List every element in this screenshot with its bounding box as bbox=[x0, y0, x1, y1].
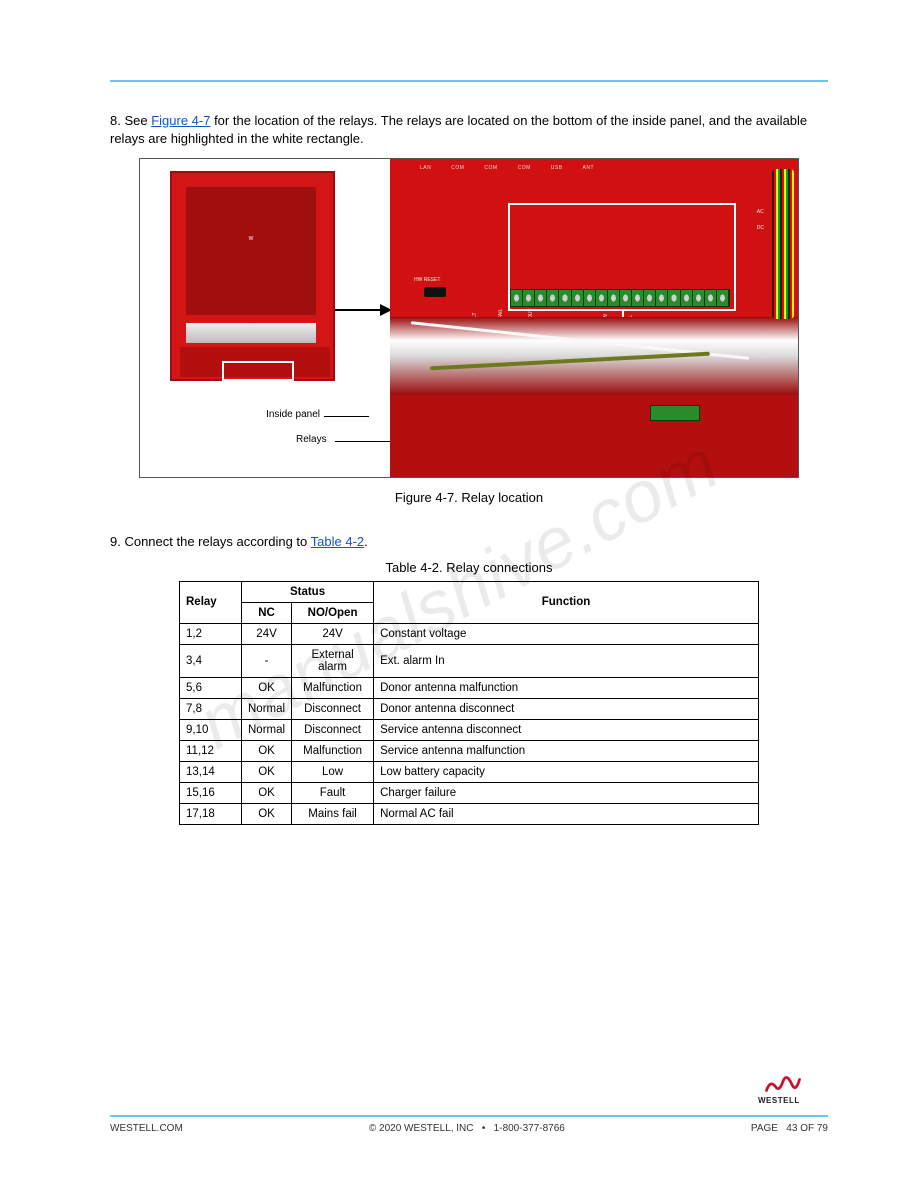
westell-logo: WESTELL bbox=[758, 1074, 828, 1114]
table-row: 11,12OKMalfunctionService antenna malfun… bbox=[180, 740, 759, 761]
table-row: 5,6OKMalfunctionDonor antenna malfunctio… bbox=[180, 677, 759, 698]
cell-relay: 3,4 bbox=[180, 644, 242, 677]
cell-relay: 1,2 bbox=[180, 623, 242, 644]
figure-caption: Figure 4-7. Relay location bbox=[110, 490, 828, 505]
table-row: 9,10NormalDisconnectService antenna disc… bbox=[180, 719, 759, 740]
footer-page-label: PAGE bbox=[751, 1123, 778, 1134]
para-post: . bbox=[364, 534, 368, 549]
page-footer: WESTELL.COM © 2020 WESTELL, INC • 1-800-… bbox=[0, 1115, 918, 1134]
relay-highlight-box bbox=[508, 203, 736, 311]
port-label: USB bbox=[551, 165, 563, 171]
zoom-arrow-icon bbox=[335, 309, 390, 311]
table-row: 3,4-External alarmExt. alarm In bbox=[180, 644, 759, 677]
cell-status-no: Low bbox=[292, 761, 374, 782]
cell-function: Donor antenna disconnect bbox=[374, 698, 759, 719]
th-function: Function bbox=[374, 581, 759, 623]
cell-status-nc: OK bbox=[242, 761, 292, 782]
cell-status-nc: - bbox=[242, 644, 292, 677]
step-paragraph: 9. Connect the relays according to Table… bbox=[110, 533, 828, 551]
footer-rule bbox=[110, 1115, 828, 1117]
cell-relay: 17,18 bbox=[180, 803, 242, 824]
cell-function: Donor antenna malfunction bbox=[374, 677, 759, 698]
annotation-inside-panel: Inside panel bbox=[180, 409, 320, 420]
small-highlight-box bbox=[222, 361, 294, 381]
cell-status-no: 24V bbox=[292, 623, 374, 644]
cell-status-no: External alarm bbox=[292, 644, 374, 677]
cell-status-nc: 24V bbox=[242, 623, 292, 644]
port-label: COM bbox=[518, 165, 531, 171]
intro-pre: 8. See bbox=[110, 113, 151, 128]
logo-text: WESTELL bbox=[758, 1096, 828, 1105]
table-reference-link[interactable]: Table 4-2 bbox=[311, 534, 364, 549]
cell-status-no: Disconnect bbox=[292, 719, 374, 740]
cell-function: Service antenna malfunction bbox=[374, 740, 759, 761]
table-row: 17,18OKMains failNormal AC fail bbox=[180, 803, 759, 824]
cell-function: Low battery capacity bbox=[374, 761, 759, 782]
cell-relay: 11,12 bbox=[180, 740, 242, 761]
figure-relay-location: W LAN COM COM COM USB ANT HW RESET ANT F… bbox=[139, 158, 799, 478]
device-panel-zoom: LAN COM COM COM USB ANT HW RESET ANT FAI… bbox=[390, 159, 799, 478]
relay-connections-table: Relay Status Function NC NO/Open 1,224V2… bbox=[179, 581, 759, 825]
figure-reference-link[interactable]: Figure 4-7 bbox=[151, 113, 210, 128]
table-row: 13,14OKLowLow battery capacity bbox=[180, 761, 759, 782]
footer-phone: 1-800-377-8766 bbox=[494, 1123, 565, 1134]
table-row: 1,224V24VConstant voltage bbox=[180, 623, 759, 644]
cell-status-no: Fault bbox=[292, 782, 374, 803]
cell-status-nc: OK bbox=[242, 740, 292, 761]
port-label: COM bbox=[451, 165, 464, 171]
table-row: 7,8NormalDisconnectDonor antenna disconn… bbox=[180, 698, 759, 719]
th-status-group: Status bbox=[242, 581, 374, 602]
th-status-nc: NC bbox=[242, 602, 292, 623]
th-status-no: NO/Open bbox=[292, 602, 374, 623]
wire-bundle bbox=[772, 169, 794, 319]
port-label: COM bbox=[484, 165, 497, 171]
cell-function: Constant voltage bbox=[374, 623, 759, 644]
device-closeup-small: W bbox=[170, 171, 335, 381]
cell-status-no: Malfunction bbox=[292, 677, 374, 698]
cell-status-no: Disconnect bbox=[292, 698, 374, 719]
reset-button-graphic bbox=[424, 287, 446, 297]
cell-status-no: Mains fail bbox=[292, 803, 374, 824]
cell-status-nc: OK bbox=[242, 803, 292, 824]
cell-function: Ext. alarm In bbox=[374, 644, 759, 677]
intro-post: for the location of the relays. The rela… bbox=[110, 113, 807, 146]
annotation-leader-2 bbox=[335, 441, 390, 442]
logo-mark-icon bbox=[764, 1074, 802, 1096]
cell-status-no: Malfunction bbox=[292, 740, 374, 761]
annotation-relays: Relays bbox=[296, 434, 327, 445]
cell-status-nc: OK bbox=[242, 677, 292, 698]
footer-site: WESTELL.COM bbox=[110, 1123, 183, 1134]
right-power-labels: AC DC bbox=[757, 209, 764, 231]
cell-relay: 13,14 bbox=[180, 761, 242, 782]
cell-status-nc: Normal bbox=[242, 698, 292, 719]
port-label: LAN bbox=[420, 165, 431, 171]
intro-paragraph: 8. See Figure 4-7 for the location of th… bbox=[110, 112, 828, 148]
footer-page-num: 43 OF 79 bbox=[786, 1123, 828, 1134]
cell-relay: 15,16 bbox=[180, 782, 242, 803]
th-relay: Relay bbox=[180, 581, 242, 623]
cell-relay: 5,6 bbox=[180, 677, 242, 698]
para-pre: 9. Connect the relays according to bbox=[110, 534, 311, 549]
reset-label: HW RESET bbox=[414, 277, 440, 283]
table-body: 1,224V24VConstant voltage3,4-External al… bbox=[180, 623, 759, 824]
cell-status-nc: Normal bbox=[242, 719, 292, 740]
port-label: ANT bbox=[583, 165, 595, 171]
table-caption: Table 4-2. Relay connections bbox=[110, 560, 828, 575]
table-row: 15,16OKFaultCharger failure bbox=[180, 782, 759, 803]
cell-status-nc: OK bbox=[242, 782, 292, 803]
annotation-leader-1 bbox=[324, 416, 369, 417]
header-rule bbox=[110, 80, 828, 82]
cell-function: Service antenna disconnect bbox=[374, 719, 759, 740]
footer-copyright: © 2020 WESTELL, INC bbox=[369, 1123, 474, 1134]
cell-function: Charger failure bbox=[374, 782, 759, 803]
cell-function: Normal AC fail bbox=[374, 803, 759, 824]
cell-relay: 9,10 bbox=[180, 719, 242, 740]
cell-relay: 7,8 bbox=[180, 698, 242, 719]
